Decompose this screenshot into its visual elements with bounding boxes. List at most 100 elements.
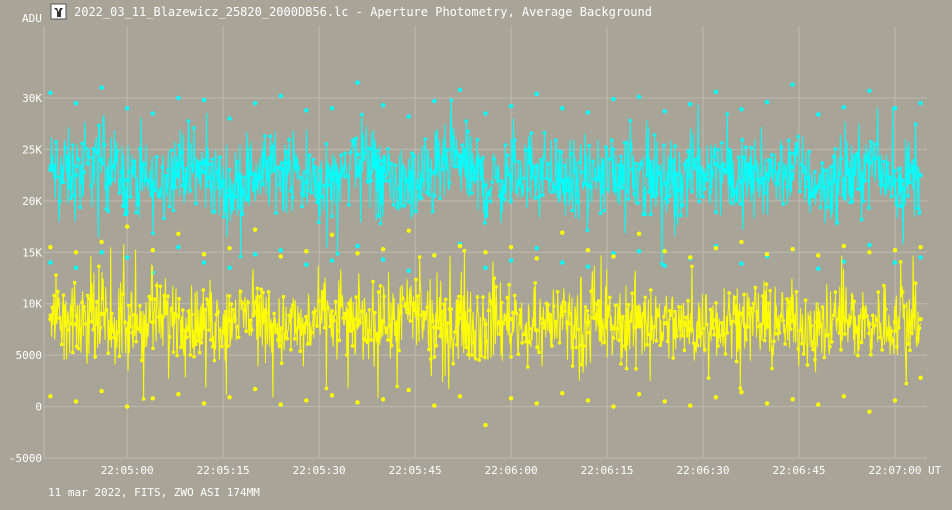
data-point-min bbox=[48, 260, 53, 265]
data-point-min bbox=[201, 260, 207, 265]
series-marker bbox=[721, 332, 726, 337]
data-point-min bbox=[611, 251, 616, 256]
data-point-max bbox=[483, 111, 488, 116]
series-marker bbox=[492, 157, 497, 161]
series-marker bbox=[192, 354, 196, 359]
series-marker bbox=[291, 303, 295, 308]
data-point-max bbox=[278, 254, 283, 259]
series-marker bbox=[93, 148, 97, 152]
series-marker bbox=[182, 328, 187, 333]
data-point bbox=[99, 311, 104, 317]
data-point-min bbox=[892, 260, 898, 265]
series-group bbox=[48, 80, 923, 428]
series-marker bbox=[201, 288, 206, 292]
series-marker bbox=[570, 208, 575, 213]
series-marker bbox=[195, 339, 200, 343]
data-point-max bbox=[841, 105, 847, 110]
series-marker bbox=[777, 161, 782, 166]
series-marker bbox=[841, 193, 845, 197]
series-marker bbox=[488, 299, 493, 304]
data-point-min bbox=[304, 398, 309, 403]
data-point-max bbox=[867, 88, 872, 94]
series-marker bbox=[263, 308, 267, 312]
series-marker bbox=[261, 290, 265, 295]
data-point bbox=[867, 322, 872, 327]
data-point-min bbox=[713, 395, 719, 400]
data-point-min bbox=[304, 262, 309, 267]
series-marker bbox=[186, 119, 191, 123]
data-point bbox=[252, 172, 258, 178]
series-marker bbox=[734, 199, 739, 203]
series-marker bbox=[289, 347, 293, 352]
series-marker bbox=[82, 304, 86, 309]
series-marker bbox=[59, 342, 64, 347]
series-marker bbox=[882, 159, 886, 164]
series-marker bbox=[585, 228, 590, 233]
series-marker bbox=[182, 190, 187, 195]
series-marker bbox=[147, 294, 151, 299]
series-marker bbox=[844, 318, 849, 323]
series-marker bbox=[427, 347, 431, 352]
series-marker bbox=[130, 330, 135, 335]
series-marker bbox=[889, 329, 894, 334]
data-point-min bbox=[585, 264, 591, 269]
series-marker bbox=[373, 310, 377, 315]
data-point bbox=[585, 182, 591, 187]
series-marker bbox=[598, 211, 603, 216]
data-point-max bbox=[534, 256, 539, 261]
data-point-min bbox=[560, 260, 565, 265]
series-marker bbox=[388, 179, 392, 183]
series-marker bbox=[682, 162, 687, 167]
series-line-0 bbox=[49, 100, 922, 264]
series-marker bbox=[589, 185, 593, 189]
series-marker bbox=[576, 200, 580, 204]
series-marker bbox=[421, 310, 426, 314]
series-marker bbox=[622, 140, 627, 145]
series-marker bbox=[352, 140, 357, 144]
series-marker bbox=[677, 305, 681, 309]
series-marker bbox=[436, 152, 441, 156]
series-marker bbox=[194, 201, 198, 206]
series-marker bbox=[207, 328, 211, 332]
series-marker bbox=[429, 168, 433, 172]
footer-info: 11 mar 2022, FITS, ZWO ASI 174MM bbox=[48, 486, 260, 499]
series-marker bbox=[112, 164, 116, 169]
series-marker bbox=[727, 147, 731, 152]
series-marker bbox=[253, 301, 258, 305]
series-marker bbox=[585, 309, 590, 313]
series-marker bbox=[775, 182, 780, 186]
series-marker bbox=[451, 361, 456, 366]
series-marker bbox=[680, 333, 685, 338]
series-marker bbox=[885, 161, 890, 166]
data-point bbox=[432, 325, 437, 330]
x-tick-label: 22:07:00 bbox=[869, 464, 922, 477]
series-marker bbox=[749, 306, 754, 311]
series-marker bbox=[481, 295, 485, 299]
series-marker bbox=[477, 161, 482, 165]
series-marker bbox=[548, 178, 552, 183]
series-marker bbox=[587, 330, 592, 335]
series-marker bbox=[423, 137, 428, 141]
series-marker bbox=[807, 149, 812, 154]
series-marker bbox=[794, 142, 799, 146]
series-marker bbox=[348, 150, 353, 155]
series-marker bbox=[785, 185, 789, 189]
series-marker bbox=[667, 194, 672, 199]
series-marker bbox=[576, 327, 580, 332]
series-marker bbox=[315, 324, 319, 328]
series-marker bbox=[708, 307, 713, 312]
series-marker bbox=[895, 344, 899, 349]
series-marker bbox=[843, 196, 847, 201]
series-marker bbox=[915, 336, 920, 340]
y-tick-label: -5000 bbox=[9, 452, 42, 465]
series-marker bbox=[596, 299, 601, 303]
series-marker bbox=[115, 330, 120, 335]
series-marker bbox=[438, 334, 442, 338]
series-marker bbox=[389, 343, 394, 348]
series-marker bbox=[637, 325, 642, 329]
series-marker bbox=[705, 178, 709, 182]
data-point-max bbox=[355, 251, 360, 256]
series-marker bbox=[406, 200, 411, 204]
series-marker bbox=[785, 297, 789, 301]
series-marker bbox=[874, 142, 879, 146]
